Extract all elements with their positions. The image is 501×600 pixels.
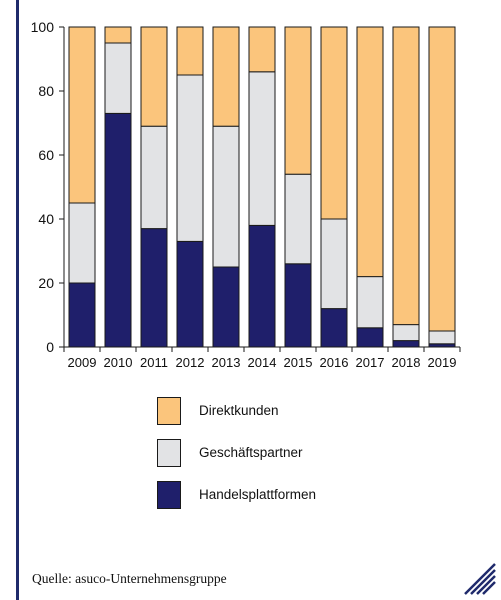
x-tick-label-2014: 2014	[248, 355, 277, 370]
y-tick-label-80: 80	[38, 83, 54, 99]
x-tick-label-2016: 2016	[320, 355, 349, 370]
bar-geschaeftspartner-2011	[140, 125, 168, 230]
legend-swatch-geschaeftspartner	[157, 439, 181, 467]
y-tick-label-100: 100	[31, 19, 55, 35]
bar-direktkunden-2010	[104, 26, 132, 44]
bar-direktkunden-2015	[284, 26, 312, 175]
bar-handelsplattformen-2018	[392, 340, 420, 348]
bar-handelsplattformen-2009	[68, 282, 96, 348]
source-note: Quelle: asuco-Unternehmensgruppe	[32, 571, 227, 586]
bar-direktkunden-2019	[428, 26, 456, 332]
x-tick-label-2012: 2012	[176, 355, 205, 370]
legend-label-geschaeftspartner: Geschäftspartner	[199, 445, 303, 460]
bar-direktkunden-2014	[248, 26, 276, 73]
bar-direktkunden-2011	[140, 26, 168, 127]
y-tick-label-40: 40	[38, 211, 54, 227]
y-tick-label-0: 0	[46, 339, 54, 355]
bar-geschaeftspartner-2013	[212, 125, 240, 268]
x-tick-label-2018: 2018	[392, 355, 421, 370]
bar-direktkunden-2017	[356, 26, 384, 278]
bar-direktkunden-2009	[68, 26, 96, 204]
bar-handelsplattformen-2014	[248, 224, 276, 348]
legend-label-handelsplattformen: Handelsplattformen	[199, 487, 317, 502]
x-tick-label-2009: 2009	[68, 355, 97, 370]
left-accent-rule	[16, 0, 19, 600]
legend-swatch-direktkunden	[157, 397, 181, 425]
bar-geschaeftspartner-2019	[428, 330, 456, 345]
bar-direktkunden-2018	[392, 26, 420, 326]
bar-geschaeftspartner-2017	[356, 276, 384, 329]
bar-handelsplattformen-2012	[176, 240, 204, 348]
bar-direktkunden-2013	[212, 26, 240, 127]
bar-geschaeftspartner-2010	[104, 42, 132, 114]
x-tick-label-2019: 2019	[428, 355, 457, 370]
bar-geschaeftspartner-2016	[320, 218, 348, 310]
x-tick-label-2015: 2015	[284, 355, 313, 370]
diagonal-stripes-icon	[464, 563, 496, 595]
bar-geschaeftspartner-2014	[248, 71, 276, 226]
bar-handelsplattformen-2017	[356, 327, 384, 348]
x-tick-label-2010: 2010	[104, 355, 133, 370]
bar-direktkunden-2016	[320, 26, 348, 220]
y-tick-label-20: 20	[38, 275, 54, 291]
bar-geschaeftspartner-2018	[392, 324, 420, 342]
bar-handelsplattformen-2011	[140, 228, 168, 348]
legend-swatch-handelsplattformen	[157, 481, 181, 509]
bar-handelsplattformen-2013	[212, 266, 240, 348]
stacked-bar-chart: 0 20 40 60 80 100 2009 2010 2011 2012 2013 2014 2015…	[31, 19, 461, 370]
bar-handelsplattformen-2016	[320, 308, 348, 348]
bar-handelsplattformen-2015	[284, 263, 312, 348]
bar-geschaeftspartner-2012	[176, 74, 204, 242]
y-tick-label-60: 60	[38, 147, 54, 163]
x-tick-label-2017: 2017	[356, 355, 385, 370]
bar-geschaeftspartner-2015	[284, 173, 312, 265]
bar-geschaeftspartner-2009	[68, 202, 96, 284]
bar-direktkunden-2012	[176, 26, 204, 76]
legend-label-direktkunden: Direktkunden	[199, 403, 279, 418]
x-tick-label-2013: 2013	[212, 355, 241, 370]
x-tick-label-2011: 2011	[140, 355, 168, 370]
bar-handelsplattformen-2010	[104, 112, 132, 348]
